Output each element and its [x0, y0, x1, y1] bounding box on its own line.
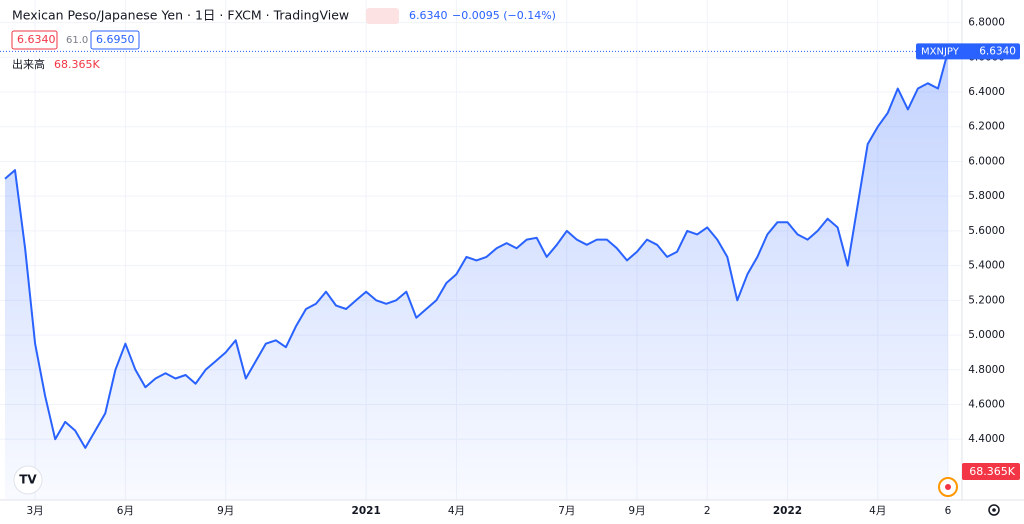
svg-text:TV: TV [19, 473, 37, 487]
x-tick-label: 6月 [117, 505, 134, 517]
x-tick-label: 3月 [27, 505, 44, 517]
area-fill [5, 51, 948, 501]
y-tick-label: 5.4000 [968, 260, 1005, 272]
y-tick-label: 6.8000 [968, 17, 1005, 29]
live-dot [945, 484, 951, 490]
indicator-toggle[interactable] [366, 8, 399, 24]
y-tick-label: 6.4000 [968, 86, 1005, 98]
volume-value: 68.365K [54, 58, 100, 71]
y-tick-label: 5.2000 [968, 294, 1005, 306]
y-tick-label: 6.0000 [968, 155, 1005, 167]
chart-title: Mexican Peso/Japanese Yen · 1日 · FXCM · … [12, 8, 349, 23]
spread: 61.0 [66, 35, 88, 46]
x-tick-label: 2022 [773, 505, 802, 517]
y-tick-label: 4.8000 [968, 364, 1005, 376]
ask-price: 6.6950 [96, 33, 135, 46]
y-tick-label: 4.6000 [968, 399, 1005, 411]
price-tag [916, 43, 1020, 60]
price-tag-value: 6.6340 [979, 45, 1016, 57]
last-price: 6.6340 [409, 9, 448, 22]
volume-tag-label: 68.365K [969, 465, 1015, 478]
x-tick-label: 4月 [869, 505, 886, 517]
x-tick-label: 9月 [628, 505, 645, 517]
x-tick-label: 2 [704, 505, 711, 517]
plot-area [0, 0, 962, 501]
price-tag-symbol: MXNJPY [921, 46, 960, 57]
settings-icon[interactable] [988, 504, 1000, 516]
x-tick-label: 4月 [448, 505, 465, 517]
x-tick-label: 7月 [558, 505, 575, 517]
x-tick-label: 9月 [217, 505, 234, 517]
x-tick-label: 6 [945, 505, 952, 517]
y-tick-label: 5.8000 [968, 190, 1005, 202]
bid-box[interactable] [11, 30, 58, 50]
y-tick-label: 6.2000 [968, 121, 1005, 133]
volume-tag [962, 463, 1020, 480]
bid-price: 6.6340 [17, 33, 56, 46]
price-change: −0.0095 (−0.14%) [452, 9, 556, 22]
x-tick-label: 2021 [352, 505, 381, 517]
y-tick-label: 5.6000 [968, 225, 1005, 237]
ask-box[interactable] [90, 30, 140, 50]
y-tick-label: 5.0000 [968, 329, 1005, 341]
y-tick-label: 4.4000 [968, 433, 1005, 445]
price-line [4, 51, 949, 449]
volume-title: 出来高 [12, 57, 45, 71]
tv-logo[interactable]: TV [13, 465, 43, 495]
